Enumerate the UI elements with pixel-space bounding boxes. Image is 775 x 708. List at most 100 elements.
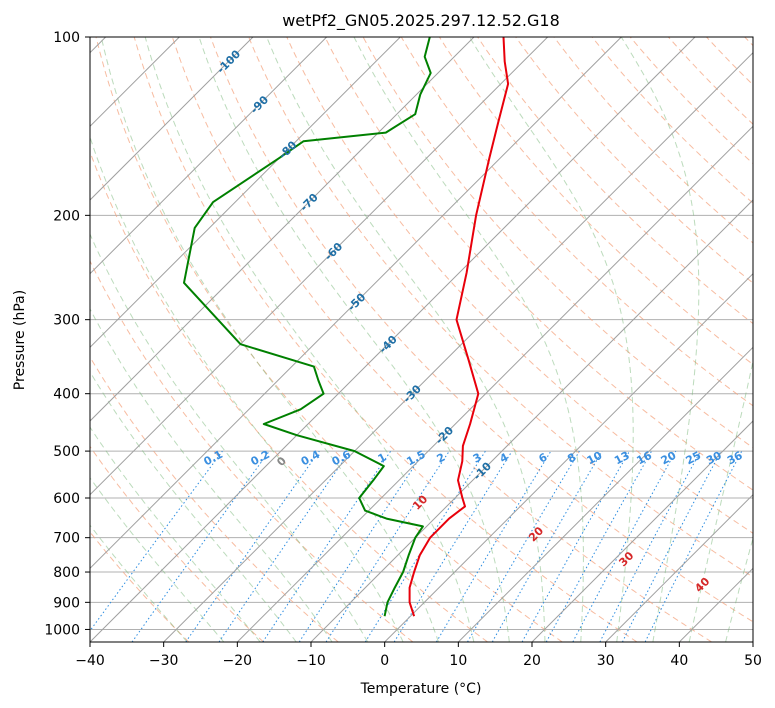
moist-adiabat-label: 40 [692,575,712,595]
mixing-ratio-label: 36 [725,449,745,468]
y-tick-label: 400 [53,387,80,403]
dry-adiabat [553,37,753,244]
isotherm-gridline [457,346,753,642]
plot-area: -100-90-80-70-60-50-40-30-20-10 0.1 0.2 0.… [90,37,753,642]
x-tick-label: 50 [744,653,762,669]
mixing-ratio-lines [90,450,743,642]
moist-adiabat [90,308,333,642]
moist-adiabat-label: 0 [274,454,289,469]
mixing-ratio-line [545,450,653,642]
y-tick-label: 600 [53,491,80,507]
x-tick-label: 30 [597,653,615,669]
mixing-ratio-line [185,450,320,642]
mixing-ratio-label: 30 [704,449,724,468]
dry-adiabat [324,37,753,491]
isotherm-gridline [90,37,328,275]
dry-adiabat [90,531,190,642]
sounding-series [183,37,510,617]
dry-adiabat [286,37,753,534]
mixing-ratio-line [393,450,513,642]
isotherm-gridline [384,272,753,642]
mixing-ratio-label: 16 [634,449,654,468]
x-tick-label: −10 [296,653,326,669]
mixing-ratio-line [262,450,392,642]
dry-adiabat [90,356,339,642]
dry-adiabat [210,37,753,623]
isotherm-gridline [236,125,753,642]
moist-adiabat [266,37,546,642]
moist-adiabat [90,370,297,642]
moist-adiabat [353,37,584,642]
x-tick-label: 10 [449,653,467,669]
isotherm-label: -70 [298,191,321,214]
dry-adiabat [591,37,753,204]
mixing-ratio-label: 8 [565,451,578,466]
temperature-line [408,37,510,617]
isotherm-gridline [90,37,475,422]
mixing-ratio-label: 4 [498,450,511,465]
x-tick-label: −40 [75,653,105,669]
x-tick-label: −30 [149,653,179,669]
isotherm-label: -100 [215,47,244,76]
y-tick-label: 700 [53,531,80,547]
mixing-ratio-line [572,450,677,642]
mixing-ratio-line [298,450,425,642]
x-tick-label: 20 [523,653,541,669]
dry-adiabat [90,259,414,642]
y-tick-label: 100 [53,30,80,46]
dry-adiabat [668,37,753,125]
isotherm-gridline [605,493,753,642]
dry-adiabat [706,37,753,86]
dry-adiabat [133,37,638,642]
mixing-ratio-line [521,450,630,642]
isotherm-gridline [752,641,753,642]
moist-adiabat [90,524,188,642]
mixing-ratio-label: 2 [435,451,448,466]
dewpoint-line [183,37,432,617]
mixing-ratio-line [599,450,701,642]
isotherm-labels: -100-90-80-70-60-50-40-30-20-10 [215,47,495,483]
dry-adiabat [90,445,264,642]
dry-adiabat [248,37,753,578]
isotherm-gridline [310,199,753,642]
x-axis: −40 −30 −20 −10 0 10 20 30 40 50 [75,642,762,669]
x-tick-label: −20 [223,653,253,669]
moist-adiabat-label: 20 [526,524,546,544]
y-axis-title: Pressure (hPa) [12,290,28,390]
y-tick-label: 500 [53,444,80,460]
mixing-ratio-line [325,450,450,642]
isotherm-gridline [163,51,753,642]
mixing-ratio-label: 20 [659,449,679,468]
moist-adiabats [90,37,753,642]
x-tick-label: 0 [380,653,389,669]
mixing-ratio-line [435,450,552,642]
dry-adiabat [515,37,753,284]
moist-adiabat [620,37,700,642]
mixing-ratio-line [218,450,351,642]
plot-frame [89,36,754,643]
isotherm-gridline [90,37,622,570]
x-tick-label: 40 [670,653,688,669]
moist-adiabat [90,135,404,642]
moist-adiabat-labels: 0 10 20 30 40 [274,454,712,595]
moist-adiabat [90,232,369,642]
pressure-grid [90,37,753,630]
y-tick-label: 300 [53,313,80,329]
y-tick-label: 1000 [44,622,80,638]
moist-adiabat [90,426,261,642]
isotherm-gridline [90,37,696,642]
isotherm-gridline [90,37,254,201]
moist-adiabat-label: 10 [410,492,430,512]
isotherm-gridline [678,567,753,642]
mixing-ratio-label: 25 [684,449,704,468]
y-tick-label: 200 [53,208,80,224]
moist-adiabat [469,37,634,642]
moist-adiabat-label: 30 [616,549,636,569]
isotherms [90,37,753,642]
moist-adiabat [688,358,753,642]
dry-adiabats [90,37,753,642]
isotherm-gridline [90,37,401,349]
y-tick-label: 800 [53,565,80,581]
mixing-ratio-line [90,450,223,632]
